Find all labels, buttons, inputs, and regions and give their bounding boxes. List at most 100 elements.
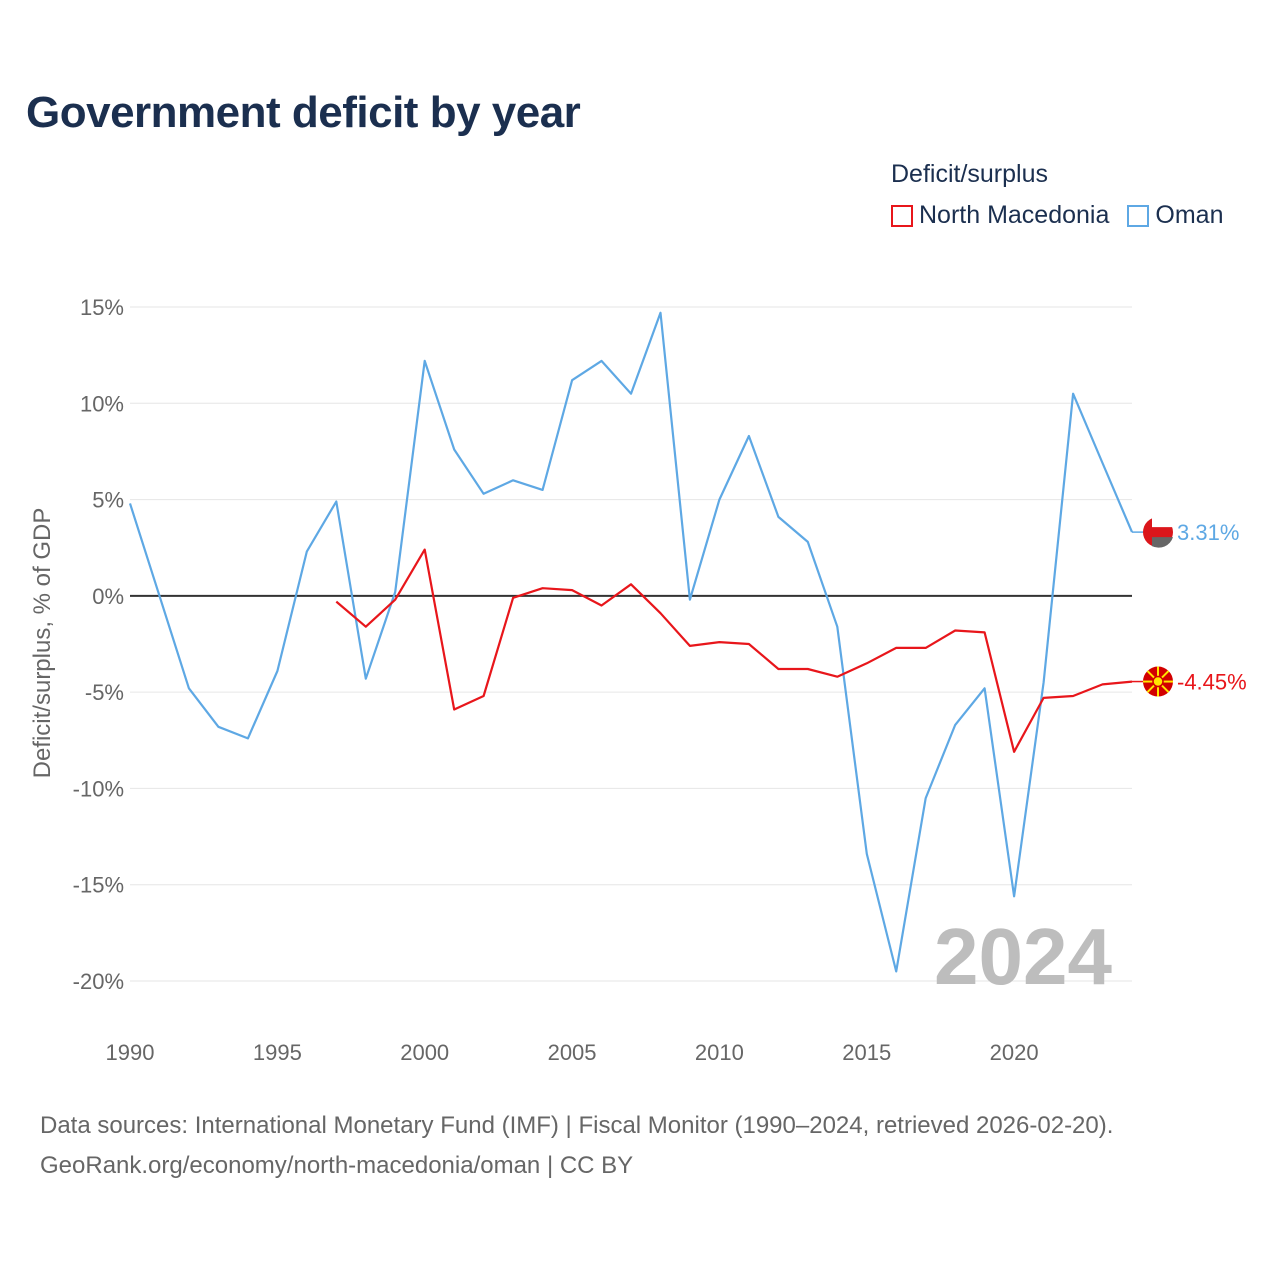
data-point-north-macedonia (716, 639, 722, 645)
data-point-oman (834, 624, 840, 630)
data-point-oman (805, 539, 811, 545)
data-point-oman (186, 685, 192, 691)
y-axis-ticks: 15% 10% 5% 0% -5% -10% -15% -20% (73, 295, 124, 994)
x-tick-label: 2020 (990, 1040, 1039, 1065)
data-point-north-macedonia (392, 597, 398, 603)
x-tick-label: 1995 (253, 1040, 302, 1065)
data-sources: Data sources: International Monetary Fun… (40, 1106, 1113, 1186)
data-point-north-macedonia (834, 674, 840, 680)
legend: Deficit/surplus North Macedonia Oman (891, 160, 1223, 230)
data-point-oman (510, 477, 516, 483)
y-axis-label: Deficit/surplus, % of GDP (29, 508, 56, 779)
data-point-north-macedonia (952, 628, 958, 634)
end-value-label-oman: 3.31% (1177, 520, 1239, 545)
data-point-north-macedonia (510, 595, 516, 601)
legend-label-north-macedonia: North Macedonia (919, 201, 1110, 229)
data-point-oman (716, 497, 722, 503)
data-point-oman (687, 597, 693, 603)
legend-label-oman: Oman (1155, 201, 1224, 229)
data-point-north-macedonia (422, 547, 428, 553)
data-point-oman (156, 593, 162, 599)
data-point-oman (333, 498, 339, 504)
series-line-oman (128, 311, 1134, 973)
data-point-north-macedonia (805, 666, 811, 672)
x-tick-label: 2000 (400, 1040, 449, 1065)
data-point-north-macedonia (1041, 695, 1047, 701)
y-tick-label: -15% (73, 873, 124, 898)
data-point-oman (746, 433, 752, 439)
data-point-oman (451, 447, 457, 453)
data-point-oman (923, 795, 929, 801)
data-point-north-macedonia (628, 581, 634, 587)
flag-stripe-white (1152, 516, 1173, 528)
series-line-north-macedonia (335, 548, 1133, 753)
data-point-oman (245, 735, 251, 741)
data-point-north-macedonia (1011, 749, 1017, 755)
data-point-oman (540, 487, 546, 493)
data-point-oman (422, 358, 428, 364)
data-point-north-macedonia (569, 587, 575, 593)
data-point-oman (628, 391, 634, 397)
data-point-oman (363, 676, 369, 682)
data-point-oman (1011, 893, 1017, 899)
data-point-oman (657, 310, 663, 316)
x-tick-label: 2005 (548, 1040, 597, 1065)
flag-icon-north-macedonia (1143, 666, 1173, 697)
data-point-north-macedonia (333, 599, 339, 605)
grid-lines (130, 306, 1132, 982)
line-chart: 15% 10% 5% 0% -5% -10% -15% -20% 1990 1995 2000 20… (29, 295, 1247, 1065)
series-lines (127, 310, 1134, 974)
data-point-oman (274, 668, 280, 674)
data-point-north-macedonia (481, 693, 487, 699)
y-tick-label: -20% (73, 969, 124, 994)
x-tick-label: 2010 (695, 1040, 744, 1065)
year-watermark: 2024 (934, 912, 1112, 1001)
sources-link[interactable]: GeoRank.org/economy/north-macedonia/oman… (40, 1152, 634, 1179)
sources-line-1: Data sources: International Monetary Fun… (40, 1112, 1114, 1139)
data-point-north-macedonia (1070, 693, 1076, 699)
legend-swatch-oman (1127, 204, 1150, 227)
y-tick-label: -10% (73, 776, 124, 801)
data-point-oman (215, 724, 221, 730)
data-point-north-macedonia (657, 610, 663, 616)
y-tick-label: 10% (80, 391, 124, 416)
data-point-north-macedonia (923, 645, 929, 651)
data-point-oman (982, 685, 988, 691)
data-point-north-macedonia (540, 585, 546, 591)
data-point-oman (893, 968, 899, 974)
legend-item-north-macedonia[interactable]: North Macedonia (891, 201, 1109, 230)
data-point-north-macedonia (864, 660, 870, 666)
data-point-oman (599, 358, 605, 364)
data-point-oman (569, 377, 575, 383)
data-point-oman (775, 514, 781, 520)
end-value-label-north-macedonia: -4.45% (1177, 670, 1247, 695)
x-axis-ticks: 1990 1995 2000 2005 2010 2015 2020 (106, 1040, 1039, 1065)
y-tick-label: 0% (92, 584, 124, 609)
data-point-oman (952, 722, 958, 728)
chart-title: Government deficit by year (26, 88, 581, 137)
data-point-oman (1041, 680, 1047, 686)
data-point-oman (127, 500, 133, 506)
legend-item-oman[interactable]: Oman (1127, 201, 1223, 230)
data-point-north-macedonia (775, 666, 781, 672)
data-point-north-macedonia (982, 629, 988, 635)
data-point-north-macedonia (746, 641, 752, 647)
legend-swatch-north-macedonia (891, 204, 913, 227)
x-tick-label: 1990 (106, 1040, 155, 1065)
data-point-north-macedonia (1100, 681, 1106, 687)
data-point-north-macedonia (687, 643, 693, 649)
legend-title: Deficit/surplus (891, 160, 1048, 188)
end-markers: 3.31% -4.45% (1132, 516, 1247, 697)
data-point-north-macedonia (363, 624, 369, 630)
data-point-north-macedonia (893, 645, 899, 651)
data-point-oman (304, 549, 310, 555)
flag-sun (1152, 675, 1164, 688)
data-point-oman (481, 491, 487, 497)
data-point-oman (1070, 391, 1076, 397)
x-tick-label: 2015 (842, 1040, 891, 1065)
y-tick-label: 15% (80, 295, 124, 320)
flag-stripe-green (1152, 537, 1173, 548)
y-tick-label: 5% (92, 488, 124, 513)
data-point-north-macedonia (599, 602, 605, 608)
flag-icon-oman (1143, 516, 1173, 548)
